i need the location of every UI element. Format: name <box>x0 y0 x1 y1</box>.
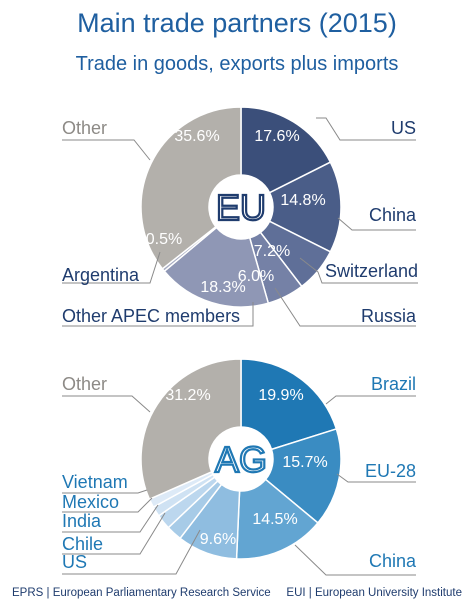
eu-leader-us <box>316 117 416 141</box>
eu-slice-china <box>268 161 342 253</box>
ag-value-brazil: 19.9% <box>258 387 303 404</box>
eu-label-other-apec-members: Other APEC members <box>62 306 240 326</box>
ag-value-eu-28: 15.7% <box>282 454 327 471</box>
ag-label-china: China <box>369 551 417 571</box>
ag-label-vietnam: Vietnam <box>62 472 128 492</box>
eu-value-argentina: 0.5% <box>146 231 182 248</box>
footer-source-eui: EUI | European University Institute <box>286 587 462 599</box>
ag-leader-vietnam <box>62 489 148 494</box>
eu-leader-russia <box>274 287 416 327</box>
eu-center-label: EU <box>216 187 266 228</box>
ag-value-china: 14.5% <box>252 511 297 528</box>
ag-label-brazil: Brazil <box>371 374 416 394</box>
eu-slice-other <box>140 106 242 270</box>
ag-label-other: Other <box>62 374 107 394</box>
ag-value-us: 9.6% <box>200 531 236 548</box>
footer-source-eprs: EPRS | European Parliamentary Research S… <box>12 587 271 599</box>
eu-value-switzerland: 7.2% <box>254 243 290 260</box>
ag-center-label: AG <box>215 439 267 480</box>
eu-leader-switzerland <box>299 257 418 284</box>
ag-label-chile: Chile <box>62 534 103 554</box>
eu-label-other: Other <box>62 118 107 138</box>
ag-leader-india <box>62 504 159 533</box>
ag-leader-mexico <box>62 497 153 513</box>
eu-value-us: 17.6% <box>254 128 299 145</box>
ag-label-india: India <box>62 511 102 531</box>
eu-value-china: 14.8% <box>280 192 325 209</box>
ag-slice-eu-28 <box>264 428 342 524</box>
ag-leader-other <box>62 395 151 413</box>
eu-label-switzerland: Switzerland <box>325 261 418 281</box>
eu-label-argentina: Argentina <box>62 265 140 285</box>
eu-leader-other <box>62 139 151 161</box>
eu-pie-chart: US China Switzerland Russia Other APEC membe… <box>62 106 418 327</box>
eu-leader-argentina <box>62 251 161 284</box>
ag-leader-china <box>294 544 416 576</box>
eu-slice-us <box>240 106 332 194</box>
ag-leader-eu-28 <box>336 473 416 483</box>
eu-label-russia: Russia <box>361 306 417 326</box>
ag-slice-other <box>140 358 242 501</box>
eu-slice-other-apec-members <box>163 226 270 308</box>
ag-label-eu-28: EU-28 <box>365 461 416 481</box>
ag-leader-us <box>62 529 201 575</box>
eu-label-china: China <box>369 205 417 225</box>
ag-slice-brazil <box>240 358 338 451</box>
ag-leader-chile <box>62 512 166 555</box>
eu-leader-china <box>337 217 416 231</box>
eu-value-other-apec-members: 18.3% <box>200 279 245 296</box>
chart-subtitle: Trade in goods, exports plus imports <box>76 53 399 75</box>
ag-value-other: 31.2% <box>165 387 210 404</box>
eu-value-other: 35.6% <box>174 128 219 145</box>
eu-label-us: US <box>391 118 416 138</box>
ag-label-us: US <box>62 552 87 572</box>
ag-leader-brazil <box>325 395 416 405</box>
chart-title: Main trade partners (2015) <box>77 8 397 38</box>
eu-value-russia: 6.0% <box>238 268 274 285</box>
eu-leader-other-apec-members <box>62 302 254 327</box>
ag-label-mexico: Mexico <box>62 492 119 512</box>
ag-slice-china <box>235 478 319 560</box>
